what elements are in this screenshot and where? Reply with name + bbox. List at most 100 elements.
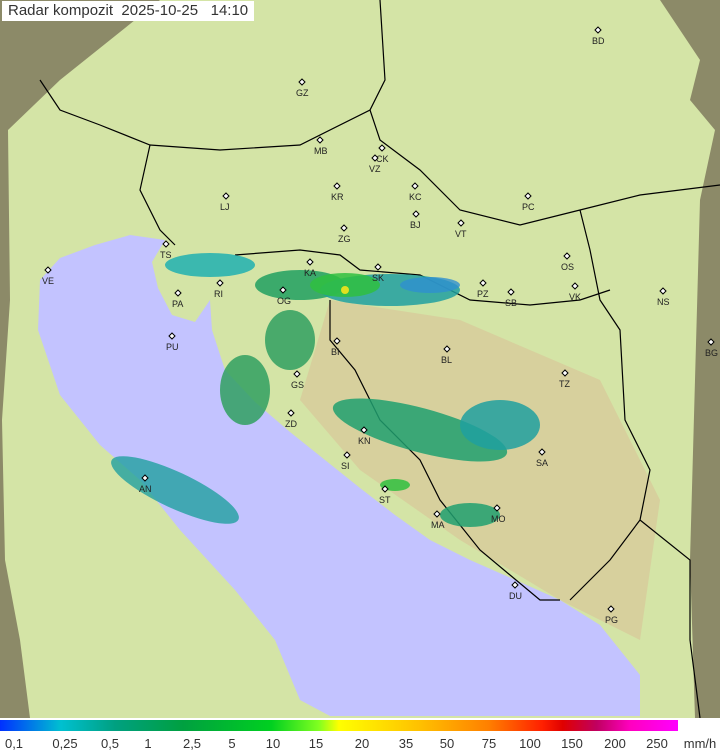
- city-bd: BD: [592, 26, 605, 46]
- city-diamond-icon: [507, 288, 515, 296]
- city-diamond-icon: [293, 370, 301, 378]
- precipitation-echoes: [111, 253, 540, 527]
- city-diamond-icon: [333, 182, 341, 190]
- city-diamond-icon: [381, 485, 389, 493]
- city-diamond-icon: [222, 192, 230, 200]
- legend-tick: 35: [398, 736, 414, 751]
- city-pc: PC: [522, 192, 535, 212]
- city-label: SB: [505, 298, 517, 308]
- city-ma: MA: [431, 510, 445, 530]
- city-ve: VE: [42, 266, 54, 286]
- city-ck: CK: [376, 144, 389, 164]
- city-label: VZ: [369, 164, 381, 174]
- city-diamond-icon: [511, 581, 519, 589]
- city-diamond-icon: [443, 345, 451, 353]
- legend-tick: 2,5: [182, 736, 202, 751]
- city-diamond-icon: [659, 287, 667, 295]
- city-diamond-icon: [493, 504, 501, 512]
- city-label: PU: [166, 342, 179, 352]
- city-diamond-icon: [371, 154, 379, 162]
- city-ts: TS: [160, 240, 172, 260]
- city-label: VK: [569, 292, 581, 302]
- legend-tick: 1: [144, 736, 152, 751]
- city-diamond-icon: [141, 474, 149, 482]
- city-label: TS: [160, 250, 172, 260]
- city-label: BJ: [410, 220, 421, 230]
- city-label: RI: [214, 289, 223, 299]
- legend-tick: 20: [354, 736, 370, 751]
- city-si: SI: [341, 451, 351, 471]
- legend: 0,1 0,25 0,5 1 2,5 5 10 15 20 35 50 75 100 150 200 250 m…: [0, 718, 720, 751]
- city-diamond-icon: [343, 451, 351, 459]
- city-vt: VT: [455, 219, 467, 239]
- city-label: BD: [592, 36, 605, 46]
- city-pa: PA: [172, 289, 183, 309]
- city-diamond-icon: [306, 258, 314, 266]
- city-bi: BI: [331, 337, 341, 357]
- city-label: PG: [605, 615, 618, 625]
- city-label: KA: [304, 268, 316, 278]
- city-gs: GS: [291, 370, 304, 390]
- city-bl: BL: [441, 345, 452, 365]
- city-mb: MB: [314, 136, 328, 156]
- city-kn: KN: [358, 426, 371, 446]
- city-label: KR: [331, 192, 344, 202]
- city-diamond-icon: [298, 78, 306, 86]
- city-label: SI: [341, 461, 350, 471]
- city-lj: LJ: [220, 192, 230, 212]
- city-label: MB: [314, 146, 328, 156]
- city-zg: ZG: [338, 224, 351, 244]
- city-sa: SA: [536, 448, 548, 468]
- city-label: SK: [372, 273, 384, 283]
- city-diamond-icon: [563, 252, 571, 260]
- city-diamond-icon: [412, 210, 420, 218]
- legend-tick: 50: [439, 736, 455, 751]
- city-diamond-icon: [360, 426, 368, 434]
- city-vz: VZ: [369, 154, 381, 174]
- terrain-south: [300, 300, 660, 640]
- legend-unit: mm/h: [683, 736, 717, 751]
- city-pu: PU: [166, 332, 179, 352]
- city-label: SA: [536, 458, 548, 468]
- legend-tick: 0,5: [100, 736, 120, 751]
- adriatic-sea: [38, 235, 640, 716]
- color-scale-bar: [0, 720, 678, 731]
- city-diamond-icon: [479, 279, 487, 287]
- legend-tick: 150: [561, 736, 583, 751]
- city-label: GS: [291, 380, 304, 390]
- city-an: AN: [139, 474, 152, 494]
- city-diamond-icon: [168, 332, 176, 340]
- city-tz: TZ: [559, 369, 570, 389]
- city-diamond-icon: [571, 282, 579, 290]
- city-diamond-icon: [707, 338, 715, 346]
- city-diamond-icon: [340, 224, 348, 232]
- map-title: Radar kompozit 2025-10-25 14:10: [2, 1, 255, 21]
- city-st: ST: [379, 485, 391, 505]
- legend-tick: 75: [481, 736, 497, 751]
- city-sb: SB: [505, 288, 517, 308]
- city-label: OS: [561, 262, 574, 272]
- legend-tick: 100: [519, 736, 541, 751]
- city-label: ZG: [338, 234, 351, 244]
- city-diamond-icon: [594, 26, 602, 34]
- city-label: NS: [657, 297, 670, 307]
- city-label: BI: [331, 347, 340, 357]
- city-og: OG: [277, 286, 291, 306]
- city-ka: KA: [304, 258, 316, 278]
- city-kr: KR: [331, 182, 344, 202]
- city-label: AN: [139, 484, 152, 494]
- city-os: OS: [561, 252, 574, 272]
- city-label: PC: [522, 202, 535, 212]
- city-diamond-icon: [433, 510, 441, 518]
- city-diamond-icon: [216, 279, 224, 287]
- legend-tick: 0,1: [4, 736, 24, 751]
- city-pz: PZ: [477, 279, 489, 299]
- legend-tick: 0,25: [52, 736, 78, 751]
- city-diamond-icon: [457, 219, 465, 227]
- city-label: GZ: [296, 88, 309, 98]
- city-vk: VK: [569, 282, 581, 302]
- city-sk: SK: [372, 263, 384, 283]
- city-diamond-icon: [538, 448, 546, 456]
